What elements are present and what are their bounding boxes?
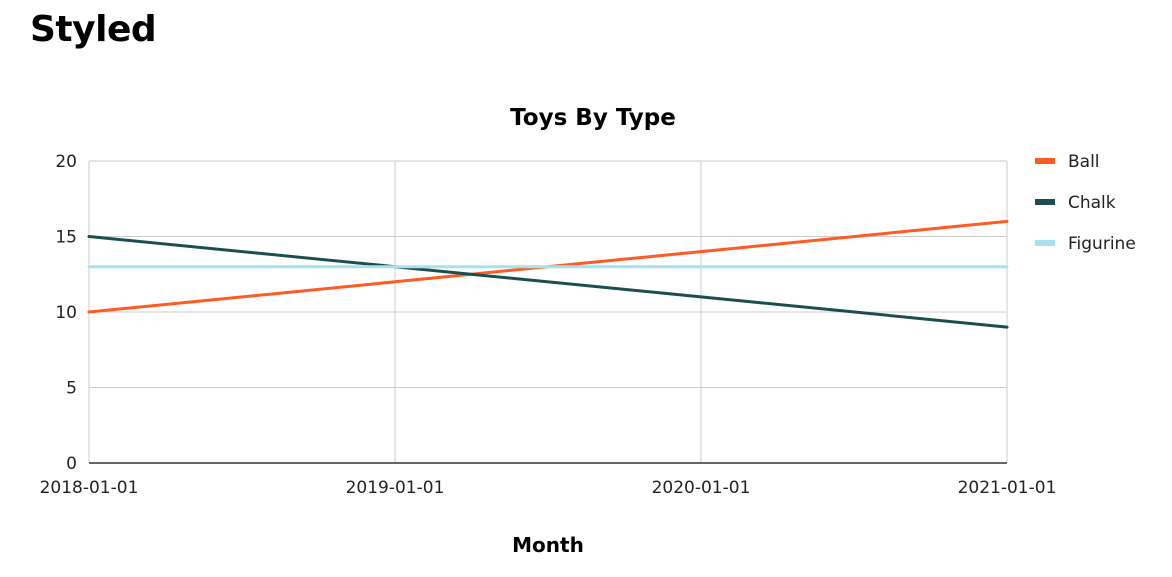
x-tick-label: 2019-01-01 [346,478,445,498]
legend-swatch [1035,158,1055,164]
gridlines [88,160,1008,463]
legend-label: Figurine [1068,234,1136,254]
x-axis-title: Month [512,533,584,557]
legend-item-chalk[interactable]: Chalk [1035,193,1116,213]
axes [89,160,1007,464]
x-tick-label: 2018-01-01 [40,478,139,498]
page-heading: Styled [30,9,157,50]
legend-item-ball[interactable]: Ball [1035,152,1100,172]
legend-swatch [1035,240,1055,246]
y-tick-label: 10 [55,303,77,323]
legend-label: Ball [1068,152,1100,172]
legend-label: Chalk [1068,193,1116,213]
series-lines [87,219,1009,329]
y-tick-label: 15 [55,228,77,248]
series-line-chalk[interactable] [87,235,1009,329]
y-tick-label: 0 [66,454,77,474]
x-tick-label: 2020-01-01 [652,478,751,498]
legend-swatch [1035,199,1055,205]
legend-item-figurine[interactable]: Figurine [1035,234,1136,254]
y-tick-label: 5 [66,379,77,399]
x-tick-label: 2021-01-01 [958,478,1057,498]
legend[interactable]: Ball Chalk Figurine [1035,152,1136,254]
y-tick-label: 20 [55,152,77,172]
chart-title: Toys By Type [510,105,676,131]
tick-labels: 0 5 10 15 20 2018-01-01 2019-01-01 2020-01-01 20… [40,152,1057,498]
